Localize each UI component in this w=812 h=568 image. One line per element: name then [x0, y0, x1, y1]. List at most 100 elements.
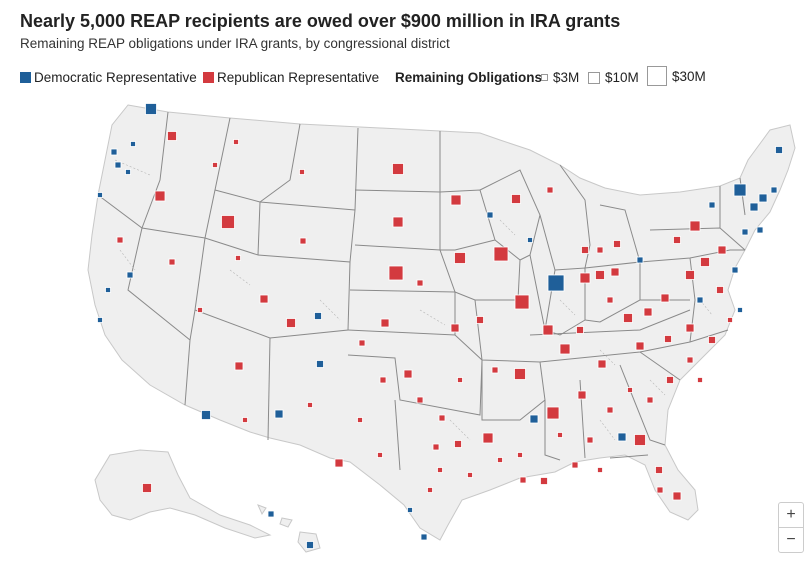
district-marker-republican[interactable] — [685, 323, 695, 333]
district-marker-republican[interactable] — [416, 396, 424, 404]
district-marker-democratic[interactable] — [274, 409, 284, 419]
district-marker-republican[interactable] — [116, 236, 124, 244]
district-marker-democratic[interactable] — [708, 201, 716, 209]
district-marker-republican[interactable] — [655, 466, 663, 474]
district-marker-republican[interactable] — [307, 402, 313, 408]
district-marker-republican[interactable] — [557, 432, 563, 438]
district-marker-democratic[interactable] — [126, 271, 134, 279]
district-marker-republican[interactable] — [154, 190, 166, 202]
district-marker-democratic[interactable] — [696, 296, 704, 304]
district-marker-democratic[interactable] — [529, 414, 539, 424]
district-marker-democratic[interactable] — [97, 317, 103, 323]
district-marker-republican[interactable] — [457, 377, 463, 383]
zoom-out-button[interactable]: − — [778, 527, 804, 553]
district-marker-democratic[interactable] — [407, 507, 413, 513]
district-marker-republican[interactable] — [634, 434, 646, 446]
district-marker-republican[interactable] — [577, 390, 587, 400]
district-marker-democratic[interactable] — [306, 541, 314, 549]
district-marker-republican[interactable] — [450, 323, 460, 333]
district-marker-republican[interactable] — [438, 414, 446, 422]
district-marker-republican[interactable] — [685, 270, 695, 280]
district-marker-republican[interactable] — [259, 294, 269, 304]
district-marker-republican[interactable] — [643, 307, 653, 317]
district-marker-democratic[interactable] — [617, 432, 627, 442]
district-marker-republican[interactable] — [514, 294, 530, 310]
district-marker-republican[interactable] — [493, 246, 509, 262]
district-marker-democratic[interactable] — [201, 410, 211, 420]
district-marker-republican[interactable] — [546, 406, 560, 420]
district-marker-republican[interactable] — [299, 169, 305, 175]
district-marker-republican[interactable] — [697, 377, 703, 383]
district-marker-republican[interactable] — [482, 432, 494, 444]
legend-republican[interactable]: Republican Representative — [203, 70, 379, 85]
district-marker-republican[interactable] — [511, 194, 521, 204]
district-marker-democratic[interactable] — [125, 169, 131, 175]
district-marker-republican[interactable] — [597, 359, 607, 369]
district-marker-democratic[interactable] — [737, 307, 743, 313]
district-marker-republican[interactable] — [571, 461, 579, 469]
district-marker-republican[interactable] — [727, 317, 733, 323]
district-marker-democratic[interactable] — [105, 287, 111, 293]
district-marker-republican[interactable] — [623, 313, 633, 323]
district-marker-republican[interactable] — [646, 396, 654, 404]
district-marker-republican[interactable] — [635, 341, 645, 351]
district-marker-republican[interactable] — [168, 258, 176, 266]
district-marker-republican[interactable] — [357, 417, 363, 423]
district-marker-republican[interactable] — [708, 336, 716, 344]
district-marker-republican[interactable] — [286, 318, 296, 328]
district-marker-republican[interactable] — [142, 483, 152, 493]
district-marker-republican[interactable] — [579, 272, 591, 284]
district-marker-republican[interactable] — [416, 279, 424, 287]
district-marker-republican[interactable] — [581, 246, 589, 254]
district-marker-republican[interactable] — [454, 252, 466, 264]
district-marker-republican[interactable] — [235, 255, 241, 261]
district-marker-democratic[interactable] — [130, 141, 136, 147]
district-marker-democratic[interactable] — [316, 360, 324, 368]
district-marker-democratic[interactable] — [731, 266, 739, 274]
district-marker-republican[interactable] — [597, 467, 603, 473]
zoom-in-button[interactable]: + — [778, 502, 804, 528]
district-marker-republican[interactable] — [392, 163, 404, 175]
district-marker-republican[interactable] — [358, 339, 366, 347]
district-marker-republican[interactable] — [576, 326, 584, 334]
district-marker-democratic[interactable] — [114, 161, 122, 169]
district-marker-republican[interactable] — [392, 216, 404, 228]
district-marker-republican[interactable] — [610, 267, 620, 277]
district-marker-republican[interactable] — [686, 356, 694, 364]
district-marker-republican[interactable] — [233, 139, 239, 145]
legend-democratic[interactable]: Democratic Representative — [20, 70, 197, 85]
district-marker-republican[interactable] — [613, 240, 621, 248]
district-marker-republican[interactable] — [221, 215, 235, 229]
district-marker-republican[interactable] — [427, 487, 433, 493]
district-marker-republican[interactable] — [606, 406, 614, 414]
district-marker-republican[interactable] — [234, 361, 244, 371]
district-marker-republican[interactable] — [380, 318, 390, 328]
district-marker-republican[interactable] — [437, 467, 443, 473]
district-marker-democratic[interactable] — [145, 103, 157, 115]
district-marker-democratic[interactable] — [756, 226, 764, 234]
district-marker-democratic[interactable] — [770, 186, 778, 194]
district-marker-democratic[interactable] — [547, 274, 565, 292]
district-marker-democratic[interactable] — [758, 193, 768, 203]
district-marker-republican[interactable] — [689, 220, 701, 232]
us-district-map[interactable] — [0, 95, 812, 565]
district-marker-republican[interactable] — [403, 369, 413, 379]
district-marker-republican[interactable] — [700, 257, 710, 267]
district-marker-republican[interactable] — [596, 246, 604, 254]
district-marker-democratic[interactable] — [741, 228, 749, 236]
district-marker-democratic[interactable] — [775, 146, 783, 154]
district-marker-democratic[interactable] — [486, 211, 494, 219]
district-marker-republican[interactable] — [454, 440, 462, 448]
district-marker-democratic[interactable] — [97, 192, 103, 198]
district-marker-republican[interactable] — [497, 457, 503, 463]
district-marker-republican[interactable] — [519, 476, 527, 484]
district-marker-republican[interactable] — [517, 452, 523, 458]
district-marker-democratic[interactable] — [314, 312, 322, 320]
district-marker-republican[interactable] — [476, 316, 484, 324]
district-marker-republican[interactable] — [377, 452, 383, 458]
district-marker-republican[interactable] — [666, 376, 674, 384]
district-marker-democratic[interactable] — [267, 510, 275, 518]
district-markers[interactable] — [97, 103, 783, 549]
district-marker-republican[interactable] — [197, 307, 203, 313]
district-marker-republican[interactable] — [242, 417, 248, 423]
